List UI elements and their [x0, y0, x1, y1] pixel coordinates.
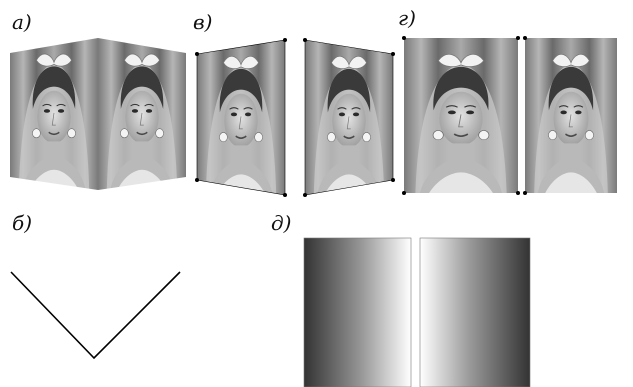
shading-left: [303, 237, 412, 387]
corner-point: [303, 193, 307, 197]
corner-point: [523, 36, 527, 40]
panel-d-shading: [303, 237, 531, 387]
corner-point: [195, 178, 199, 182]
fold-trim-top-right: [98, 38, 186, 53]
label-b: б): [12, 211, 33, 235]
portrait-warped-left: [197, 40, 285, 195]
fold-trim-bottom-left: [10, 177, 98, 190]
portrait-rectified-left: [404, 38, 518, 193]
label-g: г): [398, 6, 416, 30]
label-a: а): [12, 10, 32, 34]
corner-point: [195, 52, 199, 56]
fold-profile-line: [10, 271, 181, 360]
panel-a-folded-image: [10, 38, 186, 190]
corner-point: [523, 191, 527, 195]
corner-point: [516, 36, 520, 40]
corner-point: [391, 178, 395, 182]
corner-point: [391, 52, 395, 56]
label-v: в): [193, 10, 213, 34]
corner-point: [303, 38, 307, 42]
panel-g-rectified-images: [402, 36, 617, 195]
panel-v-warped-images: [195, 38, 395, 197]
shading-right: [419, 237, 531, 387]
fold-trim-bottom-right: [98, 177, 186, 190]
portrait-rectified-right: [525, 38, 617, 193]
corner-point: [402, 191, 406, 195]
portrait-left-half: [10, 38, 98, 190]
portrait-warped-right: [305, 40, 393, 195]
fold-trim-top-left: [10, 38, 98, 53]
corner-point: [283, 38, 287, 42]
corner-point: [283, 193, 287, 197]
portrait-right-half: [98, 38, 186, 190]
label-d: д): [271, 211, 292, 235]
corner-point: [402, 36, 406, 40]
corner-point: [516, 191, 520, 195]
